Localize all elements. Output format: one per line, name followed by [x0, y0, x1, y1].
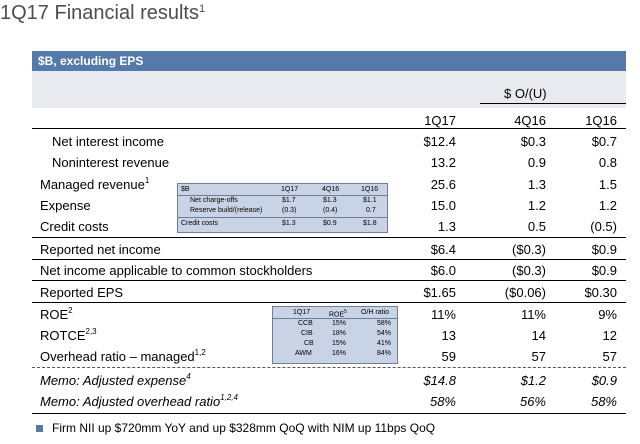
row-label: Reported net income — [40, 242, 161, 257]
col-header-1q16: 1Q16 — [585, 113, 617, 128]
cell: 15.0 — [430, 198, 456, 213]
cell: 1.2 — [598, 198, 617, 213]
row-rule — [32, 259, 626, 260]
page-title: 1Q17 Financial results1 — [0, 2, 206, 24]
row-label: Overhead ratio – managed1,2 — [40, 348, 206, 364]
col-header-4q16: 4Q16 — [514, 113, 546, 128]
cell: 1.5 — [598, 177, 617, 192]
row-label: Reported EPS — [40, 285, 124, 300]
cell: 0.5 — [527, 219, 546, 234]
cell: $14.8 — [423, 373, 456, 388]
row-rule — [32, 302, 626, 303]
table-header-bar: $B, excluding EPS — [32, 51, 626, 71]
change-header: $ O/(U) — [504, 86, 547, 101]
cell: ($0.3) — [512, 263, 546, 278]
cell: 12 — [602, 328, 617, 343]
cell: $6.4 — [430, 242, 456, 257]
cell: 58% — [590, 394, 617, 409]
cell: $12.4 — [423, 134, 456, 149]
cell: 57 — [531, 349, 546, 364]
row-label: Noninterest revenue — [52, 155, 170, 170]
cell: 0.9 — [527, 155, 546, 170]
bullet-icon — [36, 425, 43, 432]
cell: 14 — [531, 328, 546, 343]
cell: $0.9 — [591, 263, 617, 278]
cell: $0.9 — [591, 242, 617, 257]
cell: 11% — [430, 307, 456, 322]
segment-roe-inset: 1Q17 ROE5 O/H ratio CCB 15% 58% CIB 18% … — [272, 306, 398, 364]
cell: $6.0 — [430, 263, 456, 278]
cell: 9% — [598, 307, 617, 322]
row-label: Memo: Adjusted expense4 — [40, 372, 191, 388]
row-label: Managed revenue1 — [40, 176, 150, 192]
row-label: Memo: Adjusted overhead ratio1,2,4 — [40, 393, 238, 409]
cell: 59 — [441, 349, 456, 364]
cell: 13.2 — [430, 155, 456, 170]
cell: 0.8 — [598, 155, 617, 170]
cell: 13 — [441, 328, 456, 343]
cell: $0.30 — [584, 285, 617, 300]
cell: 58% — [429, 394, 456, 409]
cell: (0.5) — [590, 219, 617, 234]
cell: $0.9 — [591, 373, 617, 388]
row-label: ROTCE2,3 — [40, 327, 97, 343]
row-label: Credit costs — [40, 219, 109, 234]
cell: 1.3 — [527, 177, 546, 192]
row-rule — [32, 280, 626, 281]
cell: $0.3 — [520, 134, 546, 149]
cell: $1.65 — [423, 285, 456, 300]
footnote: Firm NII up $720mm YoY and up $328mm QoQ… — [52, 421, 436, 435]
cell: ($0.06) — [504, 285, 546, 300]
cell: 56% — [519, 394, 546, 409]
row-label: Expense — [40, 198, 91, 213]
row-label: ROE2 — [40, 306, 73, 322]
cell: 25.6 — [430, 177, 456, 192]
memo-divider — [32, 367, 626, 368]
cell: 11% — [520, 307, 546, 322]
column-header-shade — [32, 71, 626, 108]
change-header-rule — [480, 103, 626, 104]
cell: 1.2 — [527, 198, 546, 213]
cell: 1.3 — [437, 219, 456, 234]
cell: $0.7 — [591, 134, 617, 149]
col-header-1q17: 1Q17 — [424, 113, 456, 128]
row-label: Net income applicable to common stockhol… — [40, 263, 313, 278]
cell: $1.2 — [520, 373, 546, 388]
cell: ($0.3) — [512, 242, 546, 257]
credit-costs-inset: $B 1Q17 4Q16 1Q16 Net charge-offs $1.7 $… — [177, 183, 388, 233]
header-rule — [32, 128, 626, 129]
row-label: Net interest income — [52, 134, 164, 149]
cell: 57 — [602, 349, 617, 364]
row-rule — [32, 237, 626, 238]
table-bottom-rule — [32, 413, 626, 414]
